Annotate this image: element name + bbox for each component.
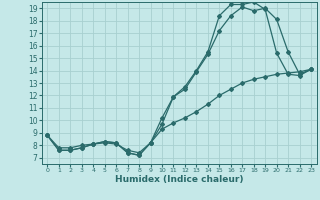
X-axis label: Humidex (Indice chaleur): Humidex (Indice chaleur) [115, 175, 244, 184]
